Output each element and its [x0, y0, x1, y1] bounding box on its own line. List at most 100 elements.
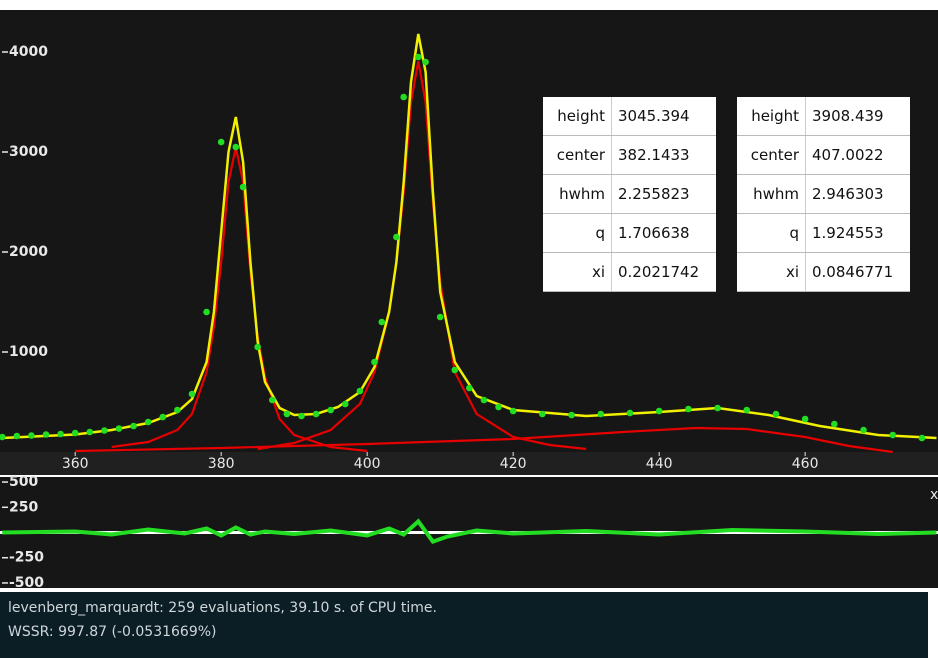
- param-name: q: [737, 213, 806, 253]
- data-point: [217, 138, 225, 146]
- data-point: [130, 422, 137, 430]
- table-row: hwhm 2.255823: [543, 174, 716, 214]
- data-point: [414, 53, 422, 61]
- status-line: WSSR: 997.87 (-0.0531669%): [8, 624, 217, 640]
- param-name: center: [737, 135, 806, 175]
- param-name: xi: [543, 252, 612, 292]
- data-point: [0, 433, 6, 441]
- data-point: [298, 412, 305, 420]
- table-row: xi 0.2021742: [543, 252, 716, 292]
- data-point: [714, 404, 721, 412]
- data-point: [101, 427, 108, 434]
- data-point: [422, 58, 429, 66]
- data-point: [232, 143, 240, 151]
- param-value: 0.2021742: [611, 252, 716, 292]
- table-row: height 3908.439: [737, 97, 910, 136]
- param-name: xi: [737, 252, 806, 292]
- data-point: [597, 410, 605, 418]
- param-value: 1.706638: [611, 213, 716, 253]
- data-point: [13, 432, 21, 440]
- y-tick-label: -250: [9, 550, 44, 566]
- table-row: q 1.924553: [737, 213, 910, 253]
- data-point: [341, 400, 349, 408]
- param-name: center: [543, 135, 612, 175]
- data-point: [860, 426, 867, 434]
- data-point: [327, 406, 334, 414]
- param-name: hwhm: [737, 174, 806, 214]
- data-point: [400, 93, 407, 101]
- data-point: [466, 384, 473, 392]
- parameter-table: height 3045.394 center 382.1433 hwhm 2.255823…: [543, 97, 716, 292]
- data-point: [801, 415, 809, 423]
- x-tick-label: 460: [792, 456, 819, 472]
- param-value: 382.1433: [611, 135, 716, 175]
- param-name: hwhm: [543, 174, 612, 214]
- y-tick-label: 2000: [9, 244, 48, 260]
- curve: [2, 518, 937, 544]
- data-point: [495, 403, 502, 411]
- table-row: center 382.1433: [543, 135, 716, 175]
- plot-area: x 1000 2000 3000 4000 360 380 400 420 440 460 500 2…: [0, 10, 938, 591]
- param-value: 1.924553: [805, 213, 910, 253]
- data-point: [188, 390, 196, 398]
- data-point: [685, 405, 692, 413]
- param-name: height: [543, 97, 612, 136]
- data-point: [393, 233, 400, 241]
- y-tick-label: -500: [9, 575, 44, 591]
- param-name: height: [737, 97, 806, 136]
- table-row: height 3045.394: [543, 97, 716, 136]
- data-point: [568, 411, 575, 419]
- data-point: [71, 429, 79, 437]
- data-point: [203, 308, 210, 316]
- data-point: [655, 407, 663, 415]
- param-value: 2.255823: [611, 174, 716, 214]
- x-tick-label: 440: [646, 456, 673, 472]
- data-point: [254, 343, 261, 351]
- data-point: [115, 425, 123, 432]
- table-row: hwhm 2.946303: [737, 174, 910, 214]
- x-tick-label: 420: [500, 456, 527, 472]
- data-point: [626, 409, 634, 417]
- curve: [75, 426, 893, 454]
- data-point: [86, 428, 94, 436]
- data-point: [772, 410, 780, 418]
- data-point: [371, 358, 378, 366]
- data-point: [268, 396, 276, 404]
- data-point: [144, 418, 152, 426]
- table-row: center 407.0022: [737, 135, 910, 175]
- data-point: [918, 434, 926, 442]
- param-name: q: [543, 213, 612, 253]
- status-line: levenberg_marquardt: 259 evaluations, 39…: [8, 600, 437, 616]
- x-axis-strip: [0, 452, 938, 475]
- data-point: [356, 387, 364, 395]
- parameter-table: height 3908.439 center 407.0022 hwhm 2.946303…: [737, 97, 910, 292]
- data-point: [159, 413, 167, 421]
- data-point: [451, 366, 459, 374]
- data-point: [312, 410, 320, 418]
- residual-x-label: x: [930, 487, 938, 503]
- param-value: 3045.394: [611, 97, 716, 136]
- data-point: [174, 406, 181, 414]
- status-panel: levenberg_marquardt: 259 evaluations, 39…: [0, 592, 928, 658]
- x-tick-label: 360: [62, 456, 89, 472]
- y-tick-label: 4000: [9, 44, 48, 60]
- data-point: [480, 396, 488, 404]
- data-point: [831, 420, 838, 428]
- data-point: [239, 183, 247, 191]
- param-value: 0.0846771: [805, 252, 910, 292]
- data-point: [57, 430, 64, 438]
- table-row: xi 0.0846771: [737, 252, 910, 292]
- separator: [0, 475, 938, 477]
- data-point: [539, 410, 546, 418]
- param-value: 407.0022: [805, 135, 910, 175]
- data-point: [743, 406, 751, 414]
- data-point: [436, 313, 444, 321]
- y-tick-label: 500: [9, 474, 38, 490]
- y-tick-label: 1000: [9, 344, 48, 360]
- param-value: 2.946303: [805, 174, 910, 214]
- x-tick-label: 400: [354, 456, 381, 472]
- data-point: [42, 431, 50, 438]
- data-point: [283, 410, 291, 418]
- table-row: q 1.706638: [543, 213, 716, 253]
